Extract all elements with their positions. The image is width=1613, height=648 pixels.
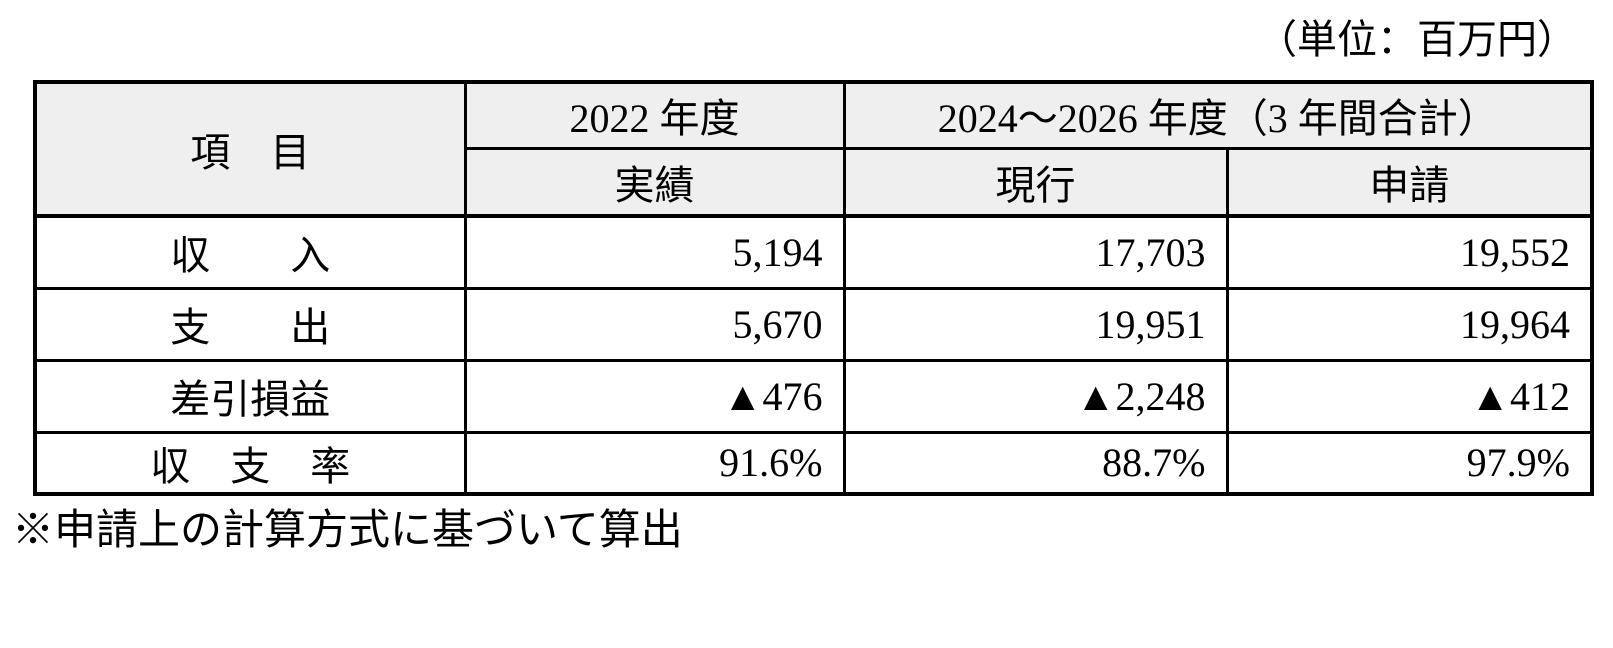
row-label-income: 収 入: [33, 214, 467, 290]
row-label-expenditure: 支 出: [33, 286, 467, 362]
table-row-net-balance: 差引損益 ▲476 ▲2,248 ▲412: [33, 358, 1594, 434]
net-balance-actual-value: ▲476: [463, 358, 846, 434]
table-row-balance-ratio: 収 支 率 91.6% 88.7% 97.9%: [33, 430, 1594, 496]
expenditure-actual-value: 5,670: [463, 286, 846, 362]
row-label-balance-ratio: 収 支 率: [33, 430, 467, 496]
balance-ratio-current-value: 88.7%: [842, 430, 1229, 496]
header-fy2022: 2022 年度: [463, 80, 846, 149]
net-balance-application-value: ▲412: [1225, 358, 1594, 434]
expenditure-application-value: 19,964: [1225, 286, 1594, 362]
header-current: 現行: [842, 146, 1229, 218]
footnote: ※申請上の計算方式に基づいて算出: [12, 508, 683, 554]
header-fy2024-2026-total: 2024～2026 年度（3 年間合計）: [842, 80, 1594, 149]
expenditure-current-value: 19,951: [842, 286, 1229, 362]
income-application-value: 19,552: [1225, 214, 1594, 290]
table-row-income: 収 入 5,194 17,703 19,552: [33, 214, 1594, 290]
header-row-years: 項 目 2022 年度 2024～2026 年度（3 年間合計）: [33, 80, 1594, 218]
balance-ratio-actual-value: 91.6%: [463, 430, 846, 496]
header-application: 申請: [1225, 146, 1594, 218]
balance-ratio-application-value: 97.9%: [1225, 430, 1594, 496]
income-current-value: 17,703: [842, 214, 1229, 290]
row-label-net-balance: 差引損益: [33, 358, 467, 434]
unit-label: （単位：百万円）: [1257, 17, 1577, 62]
header-actual: 実績: [463, 146, 846, 218]
table-row-expenditure: 支 出 5,670 19,951 19,964: [33, 286, 1594, 362]
income-actual-value: 5,194: [463, 214, 846, 290]
header-row-subcolumns: 実績 現行 申請: [35, 146, 1594, 218]
financial-summary-table: 項 目 2022 年度 2024～2026 年度（3 年間合計） 実績 現行 申…: [33, 80, 1594, 496]
net-balance-current-value: ▲2,248: [842, 358, 1229, 434]
header-item-column: 項 目: [33, 80, 467, 218]
